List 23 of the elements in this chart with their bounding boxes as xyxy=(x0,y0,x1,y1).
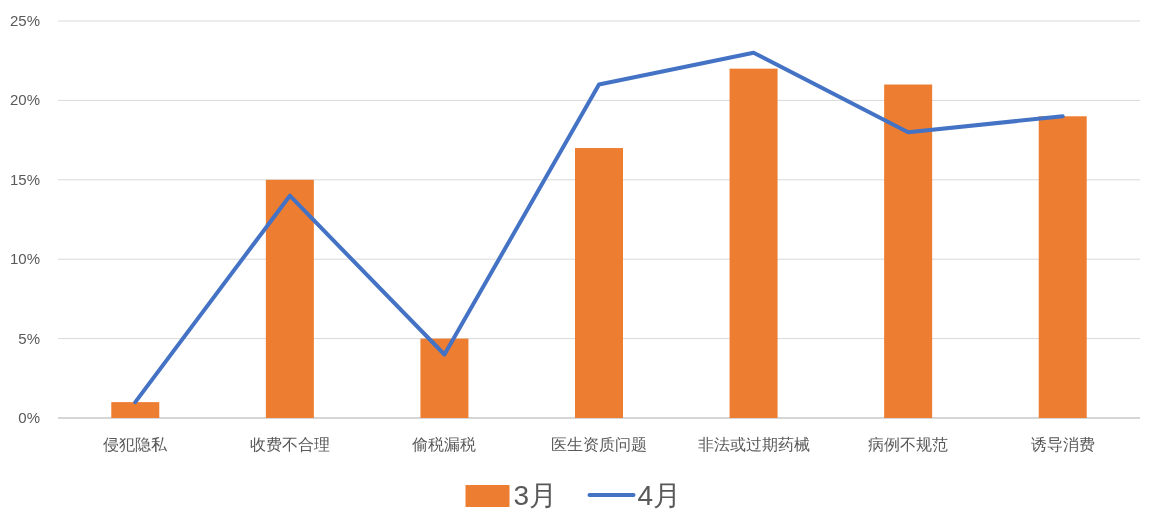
bar xyxy=(420,338,469,418)
bar xyxy=(1038,116,1087,418)
x-tick-label: 诱导消费 xyxy=(1030,436,1095,453)
legend-label: 3月 xyxy=(513,480,558,511)
y-tick-label: 5% xyxy=(18,329,40,347)
y-tick-label: 15% xyxy=(9,170,40,188)
x-tick-label: 非法或过期药械 xyxy=(697,436,810,453)
bar xyxy=(729,68,778,418)
bar xyxy=(265,179,314,418)
x-tick-label: 病例不规范 xyxy=(868,436,949,453)
y-tick-label: 0% xyxy=(18,409,40,426)
y-tick-label: 10% xyxy=(9,250,40,268)
bar xyxy=(884,84,933,418)
legend-label: 4月 xyxy=(637,480,682,511)
bar xyxy=(111,402,160,418)
x-tick-label: 医生资质问题 xyxy=(551,436,647,453)
y-tick-label: 25% xyxy=(9,12,40,29)
bar xyxy=(575,148,623,418)
y-tick-label: 20% xyxy=(9,91,40,109)
line-series xyxy=(133,50,1065,405)
x-tick-label: 收费不合理 xyxy=(249,436,330,453)
x-tick-label: 侵犯隐私 xyxy=(103,436,169,453)
x-tick-label: 偷税漏税 xyxy=(412,436,477,453)
